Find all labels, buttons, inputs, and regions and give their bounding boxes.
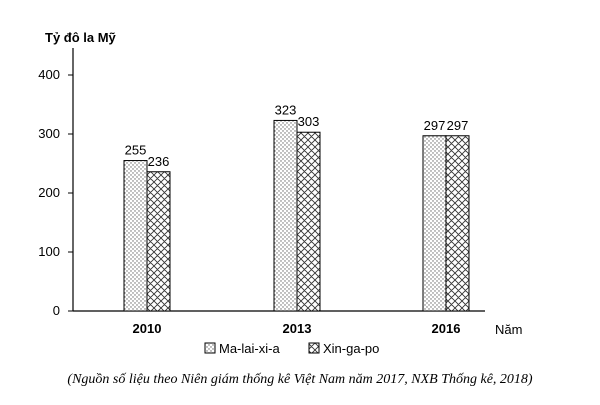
- bar-xin-ga-po: [445, 135, 470, 312]
- bar-xin-ga-po: [296, 131, 321, 312]
- y-tick-label: 300: [38, 126, 60, 141]
- y-tick-label: 400: [38, 67, 60, 82]
- bar-ma-lai-xi-a: [273, 119, 298, 312]
- data-label: 255: [125, 143, 147, 158]
- legend-label: Xin-ga-po: [323, 341, 379, 356]
- x-axis-label: Năm: [495, 322, 522, 337]
- data-label: 297: [447, 118, 469, 133]
- data-label: 236: [148, 154, 170, 169]
- source-note: (Nguồn số liệu theo Niên giám thống kê V…: [67, 372, 533, 387]
- bar-ma-lai-xi-a: [123, 160, 148, 312]
- data-label: 303: [298, 114, 320, 129]
- y-tick-label: 0: [53, 303, 60, 318]
- x-tick-label: 2013: [283, 321, 312, 336]
- y-axis-label: Tỷ đô la Mỹ: [45, 30, 117, 45]
- bar-ma-lai-xi-a: [422, 135, 447, 312]
- bar-chart: Tỷ đô la Mỹ Năm 0 100 200 300 400 2010 255236…: [38, 30, 522, 356]
- legend-swatch: [308, 342, 320, 354]
- data-label: 323: [275, 102, 297, 117]
- y-tick-label: 200: [38, 185, 60, 200]
- legend-swatch: [204, 342, 216, 354]
- x-tick-label: 2010: [133, 321, 162, 336]
- axes: 0 100 200 300 400: [38, 48, 485, 318]
- legend: Ma-lai-xi-a Xin-ga-po: [204, 341, 379, 356]
- bar-xin-ga-po: [146, 171, 171, 312]
- legend-label: Ma-lai-xi-a: [219, 341, 280, 356]
- data-label: 297: [424, 118, 446, 133]
- y-tick-label: 100: [38, 244, 60, 259]
- x-tick-label: 2016: [432, 321, 461, 336]
